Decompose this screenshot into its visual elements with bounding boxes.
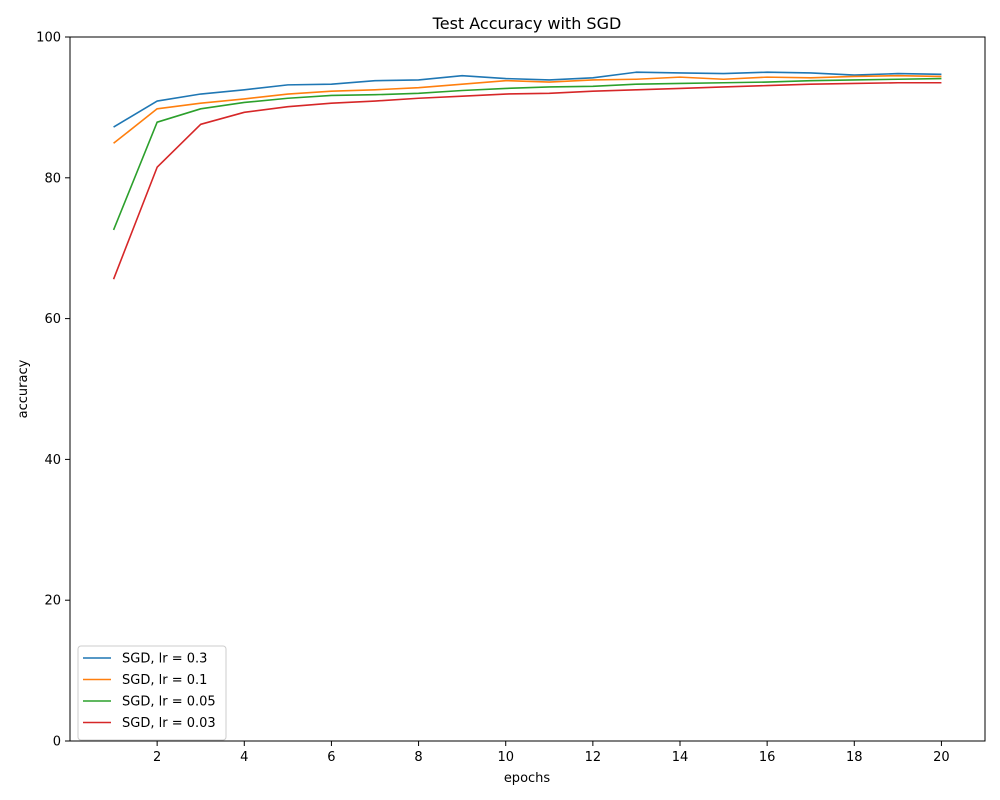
x-tick-label: 14	[672, 750, 689, 765]
x-tick-label: 2	[153, 750, 161, 765]
y-tick-label: 40	[44, 453, 61, 468]
y-tick-label: 60	[44, 312, 61, 327]
x-axis: 2 4 6 8 10 12 14 16 18 20	[153, 741, 950, 765]
y-axis-label: accuracy	[16, 359, 31, 418]
x-axis-label: epochs	[504, 771, 551, 786]
y-tick-label: 80	[44, 171, 61, 186]
y-axis: 0 20 40 60 80 100	[36, 31, 70, 750]
x-tick-label: 18	[846, 750, 863, 765]
chart-title: Test Accuracy with SGD	[432, 14, 622, 33]
series-line-3	[112, 77, 942, 231]
x-tick-label: 4	[240, 750, 248, 765]
y-tick-label: 100	[36, 31, 61, 46]
x-tick-label: 16	[759, 750, 776, 765]
series-line-1	[113, 71, 942, 128]
y-tick-label: 0	[53, 735, 61, 750]
plot-frame	[69, 36, 986, 742]
series-line-2	[113, 74, 942, 144]
x-tick-label: 12	[585, 750, 602, 765]
y-tick-label: 20	[44, 594, 61, 609]
x-tick-label: 6	[327, 750, 335, 765]
legend-label: SGD, lr = 0.1	[122, 673, 207, 688]
legend-label: SGD, lr = 0.03	[122, 716, 216, 731]
legend-label: SGD, lr = 0.05	[122, 695, 216, 710]
x-tick-label: 8	[414, 750, 422, 765]
x-tick-label: 20	[933, 750, 950, 765]
legend: SGD, lr = 0.3 SGD, lr = 0.1 SGD, lr = 0.05…	[77, 645, 227, 741]
series-line-4	[112, 81, 942, 280]
legend-box	[77, 645, 227, 741]
legend-label: SGD, lr = 0.3	[122, 652, 207, 667]
series-lines	[112, 71, 942, 280]
x-tick-label: 10	[497, 750, 514, 765]
